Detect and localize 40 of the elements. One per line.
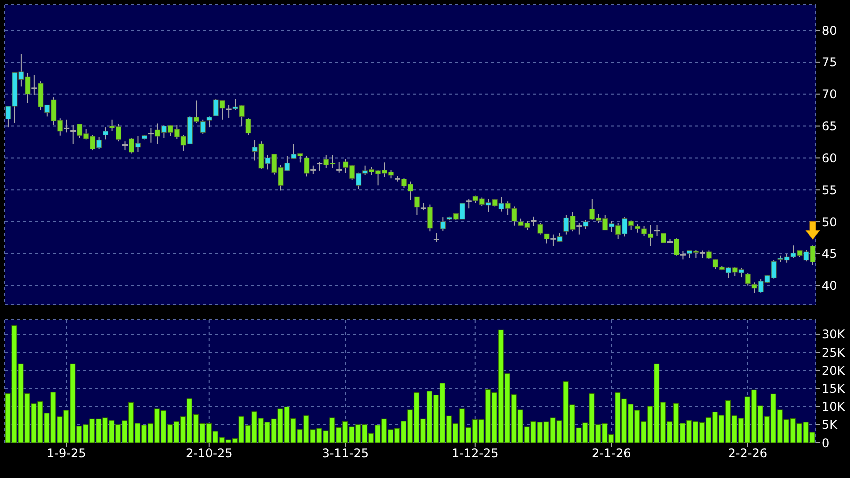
x-tick-label: 3-11-25 xyxy=(322,446,370,461)
y-tick-label: 30K xyxy=(822,328,846,342)
candlestick xyxy=(466,198,472,210)
y-tick-label: 5K xyxy=(822,418,839,432)
y-tick-label: 10K xyxy=(822,400,846,414)
candlestick xyxy=(70,124,76,145)
y-tick-label: 50 xyxy=(822,215,838,230)
x-tick-label: 1-9-25 xyxy=(47,446,86,461)
candlestick xyxy=(661,233,667,244)
y-tick-label: 40 xyxy=(822,279,838,294)
y-tick-label: 55 xyxy=(822,183,838,198)
y-tick-label: 25K xyxy=(822,346,846,360)
y-tick-label: 65 xyxy=(822,120,838,134)
y-tick-label: 0 xyxy=(822,436,830,450)
candlestick xyxy=(148,128,154,144)
x-tick-label: 2-2-26 xyxy=(728,446,768,461)
candlestick xyxy=(206,116,212,128)
candlestick xyxy=(550,234,556,247)
y-tick-label: 75 xyxy=(822,56,838,70)
candlestick xyxy=(531,216,537,227)
x-tick-label: 2-10-25 xyxy=(186,446,233,461)
candlestick xyxy=(336,162,342,174)
candlestick xyxy=(414,196,420,216)
y-tick-label: 45 xyxy=(822,247,838,262)
candlestick xyxy=(64,119,70,134)
candlestick xyxy=(538,222,544,236)
candlestick xyxy=(103,127,109,140)
candlestick xyxy=(654,224,660,237)
candlestick xyxy=(576,222,582,236)
y-tick-label: 70 xyxy=(822,88,838,102)
candlestick xyxy=(32,74,38,96)
y-tick-label: 80 xyxy=(822,24,838,38)
y-tick-label: 15K xyxy=(822,382,846,396)
x-tick-label: 2-1-26 xyxy=(592,446,632,461)
candlestick xyxy=(226,104,232,118)
y-tick-label: 60 xyxy=(822,151,838,166)
candlestick xyxy=(440,217,446,232)
candlestick xyxy=(246,118,252,136)
y-tick-label: 20K xyxy=(822,364,846,378)
x-tick-label: 1-12-25 xyxy=(452,446,499,461)
